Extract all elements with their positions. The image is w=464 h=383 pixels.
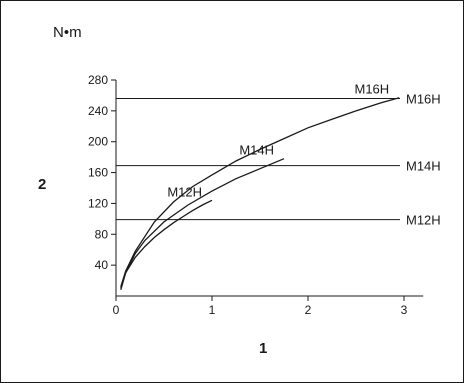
m16h-curve-label: M16H: [355, 82, 390, 97]
x-tick-label-3: 3: [401, 303, 408, 317]
x-tick-label-0: 0: [113, 303, 120, 317]
y-tick-label-200: 200: [88, 135, 108, 149]
m14h-limit-label: M14H: [406, 159, 441, 174]
m12h-limit-label: M12H: [406, 213, 441, 228]
y-tick-label-40: 40: [95, 258, 109, 272]
m12h-curve: [120, 199, 213, 290]
y-unit-label: N•m: [53, 24, 82, 41]
x-axis-label: 1: [259, 340, 268, 357]
m14h-curve: [120, 158, 285, 289]
y-tick-label-120: 120: [88, 196, 108, 210]
m16h-limit-label: M16H: [406, 92, 441, 107]
y-tick-label-80: 80: [95, 227, 109, 241]
y-tick-label-160: 160: [88, 166, 108, 180]
m12h-curve-label: M12H: [167, 184, 202, 199]
x-tick-label-1: 1: [209, 303, 216, 317]
y-axis-label: 2: [38, 176, 47, 193]
y-tick-label-280: 280: [88, 73, 108, 87]
x-tick-label-2: 2: [305, 303, 312, 317]
y-tick-label-240: 240: [88, 104, 108, 118]
m16h-curve: [120, 97, 400, 287]
